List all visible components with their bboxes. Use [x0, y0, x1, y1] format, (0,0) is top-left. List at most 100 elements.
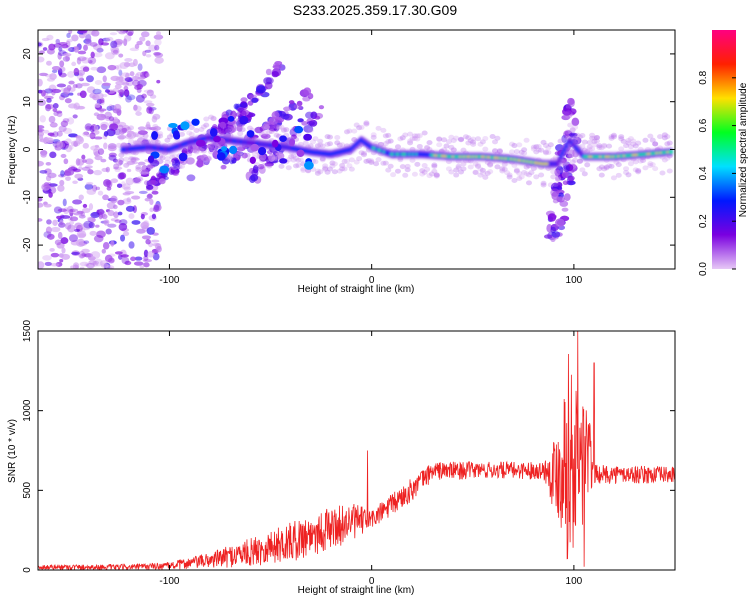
spectrogram-y-ticks: -20 -10 0 10 20 — [22, 48, 675, 252]
spectrogram-noise-blob — [94, 103, 101, 108]
spectrogram-halo-blob — [530, 146, 537, 152]
spectrogram-streak-blob — [197, 159, 203, 166]
spectrogram-halo-blob — [271, 156, 278, 162]
spectrogram-streak-blob — [271, 111, 280, 120]
spectrogram-noise-blob — [60, 215, 71, 219]
spectrogram-halo-blob — [365, 158, 372, 164]
spectrogram-noise-blob — [100, 263, 109, 268]
spectrogram-halo-blob — [261, 130, 268, 136]
spectrogram-halo-blob — [416, 143, 423, 149]
spectrogram-streak-blob — [293, 103, 302, 110]
spectrogram-noise-blob — [76, 230, 87, 239]
spectrogram-halo-blob — [593, 138, 600, 144]
spectrogram-halo-blob — [399, 135, 406, 141]
spectrogram-noise-blob — [125, 177, 134, 186]
spectrogram-halo-blob — [501, 166, 508, 172]
spectrogram-noise-blob — [46, 233, 55, 240]
spectrogram-noise-blob — [114, 251, 123, 255]
spectrogram-y-tick-label: -20 — [22, 237, 33, 252]
spectrogram-streak-blob — [148, 180, 159, 185]
spectrogram-noise-blob — [153, 34, 164, 40]
spectrogram-halo-blob — [132, 132, 139, 138]
spectrogram-halo-blob — [450, 138, 457, 144]
spectrogram-halo-blob — [460, 161, 467, 167]
spectrogram-halo-blob — [380, 160, 387, 166]
spectrogram-halo-blob — [608, 163, 615, 169]
spectrogram-noise-blob — [116, 64, 122, 72]
spectrogram-noise-blob — [80, 211, 85, 217]
spectrogram-noise-blob — [152, 126, 162, 131]
spectrogram-halo-blob — [652, 141, 659, 147]
spectrogram-streak-blob — [567, 97, 575, 106]
spectrogram-streak-blob — [547, 213, 557, 222]
spectrogram-halo-blob — [441, 147, 448, 153]
spectrogram-noise-blob — [126, 94, 136, 101]
spectrogram-halo-blob — [504, 170, 511, 176]
spectrogram-halo-blob — [186, 130, 193, 136]
spectrogram-noise-blob — [154, 38, 162, 46]
spectrogram-streak-blob — [303, 87, 312, 96]
spectrogram-halo-blob — [198, 127, 205, 133]
spectrogram-halo-blob — [188, 125, 195, 131]
spectrogram-halo-blob — [523, 171, 530, 177]
spectrogram-streak-blob — [209, 144, 216, 150]
spectrogram-halo-blob — [322, 165, 329, 171]
spectrogram-knot — [279, 158, 288, 164]
spectrogram-halo-blob — [576, 158, 583, 164]
spectrogram-halo-blob — [307, 127, 314, 133]
spectrogram-halo-blob — [331, 161, 338, 167]
spectrogram-halo-blob — [193, 127, 200, 133]
spectrogram-halo-blob — [620, 138, 627, 144]
spectrogram-noise-blob — [66, 205, 74, 213]
spectrogram-noise-blob — [67, 208, 76, 214]
spectrogram-halo-blob — [540, 139, 547, 145]
spectrogram-noise-blob — [120, 234, 126, 242]
spectrogram-halo-blob — [407, 138, 414, 144]
spectrogram-streak-blob — [258, 153, 267, 161]
spectrogram-knot — [159, 165, 170, 174]
spectrogram-halo-blob — [191, 148, 198, 154]
spectrogram-noise-blob — [65, 54, 70, 62]
spectrogram-noise-blob — [146, 164, 154, 170]
spectrogram-streak-blob — [555, 218, 565, 227]
spectrogram-halo-blob — [317, 138, 324, 144]
spectrogram-noise-blob — [67, 224, 76, 233]
spectrogram-noise-blob — [83, 44, 88, 51]
spectrogram-noise-blob — [58, 125, 67, 132]
spectrogram-halo-blob — [239, 153, 246, 159]
spectrogram-noise-blob — [64, 222, 72, 230]
spectrogram-halo-blob — [368, 158, 375, 164]
spectrogram-noise-blob — [75, 136, 85, 145]
spectrogram-halo-blob — [623, 166, 630, 172]
spectrogram-halo-blob — [229, 153, 236, 159]
spectrogram-noise-blob — [117, 159, 122, 167]
spectrogram-noise-blob — [39, 169, 48, 174]
spectrogram-halo-blob — [540, 182, 547, 188]
spectrogram-halo-blob — [545, 149, 552, 155]
spectrogram-noise-blob — [127, 31, 133, 37]
spectrogram-noise-blob — [75, 158, 81, 166]
spectrogram-streak-blob — [168, 166, 176, 176]
spectrogram-noise-blob — [143, 249, 149, 258]
spectrogram-halo-blob — [453, 135, 460, 141]
spectrogram-halo-blob — [433, 172, 440, 178]
spectrogram-halo-blob — [649, 137, 656, 143]
spectrogram-noise-blob — [74, 222, 83, 230]
spectrogram-noise-blob — [112, 49, 119, 54]
spectrogram-halo-blob — [142, 133, 149, 139]
spectrogram-noise-blob — [92, 43, 102, 51]
spectrogram-halo-blob — [516, 142, 523, 148]
spectrogram-streak-blob — [561, 207, 569, 212]
spectrogram-noise-blob — [61, 44, 69, 49]
spectrogram-noise-blob — [104, 111, 112, 120]
spectrogram-halo-blob — [147, 164, 154, 170]
colorbar-tick-label: 0.8 — [698, 70, 709, 84]
colorbar-tick-label: 0.2 — [698, 214, 709, 228]
spectrogram-halo-blob — [608, 134, 615, 140]
spectrogram-halo-blob — [334, 135, 341, 141]
spectrogram-noise-blob — [145, 121, 151, 129]
spectrogram-noise-blob — [59, 66, 66, 73]
spectrogram-halo-blob — [475, 162, 482, 168]
spectrogram-halo-blob — [576, 158, 583, 164]
